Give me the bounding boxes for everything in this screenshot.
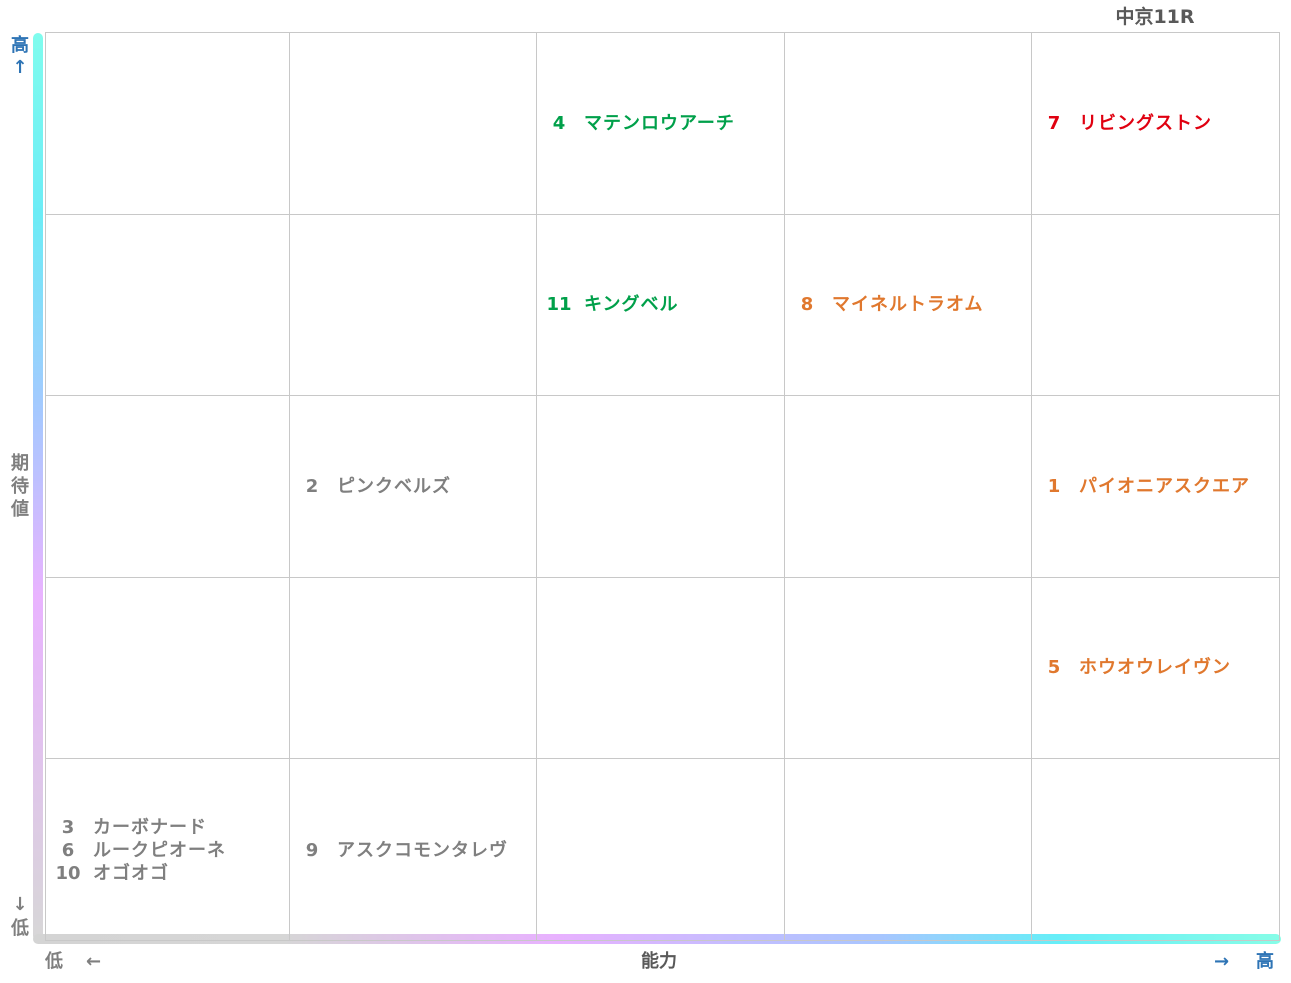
horse-entry: 11 キングベル — [544, 293, 678, 316]
horse-name: マイネルトラオム — [832, 294, 984, 315]
horse-number: 11 — [546, 294, 572, 315]
horse-entry: 6 ルークピオーネ — [53, 839, 226, 862]
y-low-label: 低 — [11, 918, 29, 939]
gridline-vertical — [1279, 32, 1280, 940]
horse-name: カーボナード — [93, 816, 207, 838]
horse-name: ルークピオーネ — [93, 839, 226, 861]
gridline-horizontal — [45, 577, 1280, 578]
cell-3-1: 4 マテンロウアーチ — [544, 112, 735, 135]
horse-entry: 8 マイネルトラオム — [792, 293, 983, 316]
horse-number: 9 — [305, 839, 319, 861]
gridline-vertical — [536, 32, 537, 940]
horse-name: ピンクベルズ — [337, 475, 451, 497]
horse-entry: 10 オゴオゴ — [53, 862, 226, 885]
horse-number: 2 — [305, 475, 319, 497]
gridline-horizontal — [45, 214, 1280, 215]
horse-number: 5 — [1047, 657, 1061, 678]
horse-entry: 7 リビングストン — [1039, 112, 1212, 135]
gridline-horizontal — [45, 32, 1280, 33]
cell-5-4: 5 ホウオウレイヴン — [1039, 656, 1231, 679]
cell-4-2: 8 マイネルトラオム — [792, 293, 983, 316]
x-left-arrow-icon: ← — [86, 951, 102, 972]
gridline-vertical — [784, 32, 785, 940]
gridline-vertical — [289, 32, 290, 940]
cell-1-5: 3 カーボナード 6 ルークピオーネ 10 オゴオゴ — [53, 816, 226, 885]
y-axis-label: 期待値 — [11, 453, 29, 520]
x-axis-arrow — [33, 934, 1281, 944]
y-up-arrow-icon: ↑ — [12, 57, 28, 78]
horse-name: アスクコモンタレヴ — [337, 839, 508, 861]
horse-entry: 2 ピンクベルズ — [297, 475, 451, 498]
cell-3-2: 11 キングベル — [544, 293, 678, 316]
x-high-label: 高 — [1256, 951, 1274, 972]
cell-2-3: 2 ピンクベルズ — [297, 475, 451, 498]
x-low-label: 低 — [45, 951, 63, 972]
horse-number: 7 — [1047, 112, 1061, 134]
horse-number: 1 — [1047, 475, 1061, 497]
horse-number: 3 — [61, 816, 75, 838]
gridline-horizontal — [45, 758, 1280, 759]
chart-title: 中京11R — [1115, 6, 1195, 28]
horse-entry: 5 ホウオウレイヴン — [1039, 656, 1231, 679]
horse-entry: 1 パイオニアスクエア — [1039, 475, 1250, 498]
horse-entry: 3 カーボナード — [53, 816, 226, 839]
y-axis-arrow — [33, 33, 43, 941]
horse-name: キングベル — [584, 294, 679, 315]
cell-2-5: 9 アスクコモンタレヴ — [297, 839, 508, 862]
cell-5-3: 1 パイオニアスクエア — [1039, 475, 1250, 498]
gridline-vertical — [1031, 32, 1032, 940]
horse-name: パイオニアスクエア — [1079, 475, 1250, 497]
horse-name: オゴオゴ — [93, 862, 169, 884]
horse-number: 4 — [552, 112, 566, 134]
gridline-horizontal — [45, 940, 1280, 941]
horse-name: マテンロウアーチ — [584, 112, 735, 134]
cell-5-1: 7 リビングストン — [1039, 112, 1212, 135]
horse-entry: 4 マテンロウアーチ — [544, 112, 735, 135]
horse-name: ホウオウレイヴン — [1079, 657, 1231, 678]
gridline-horizontal — [45, 395, 1280, 396]
x-axis-label: 能力 — [641, 951, 677, 972]
horse-number: 10 — [55, 862, 81, 884]
horse-entry: 9 アスクコモンタレヴ — [297, 839, 508, 862]
gridline-vertical — [45, 32, 46, 940]
y-high-label: 高 — [11, 35, 29, 56]
x-right-arrow-icon: → — [1214, 951, 1230, 972]
horse-name: リビングストン — [1079, 112, 1212, 134]
y-down-arrow-icon: ↓ — [12, 894, 28, 915]
horse-number: 6 — [61, 839, 75, 861]
horse-number: 8 — [800, 294, 814, 315]
